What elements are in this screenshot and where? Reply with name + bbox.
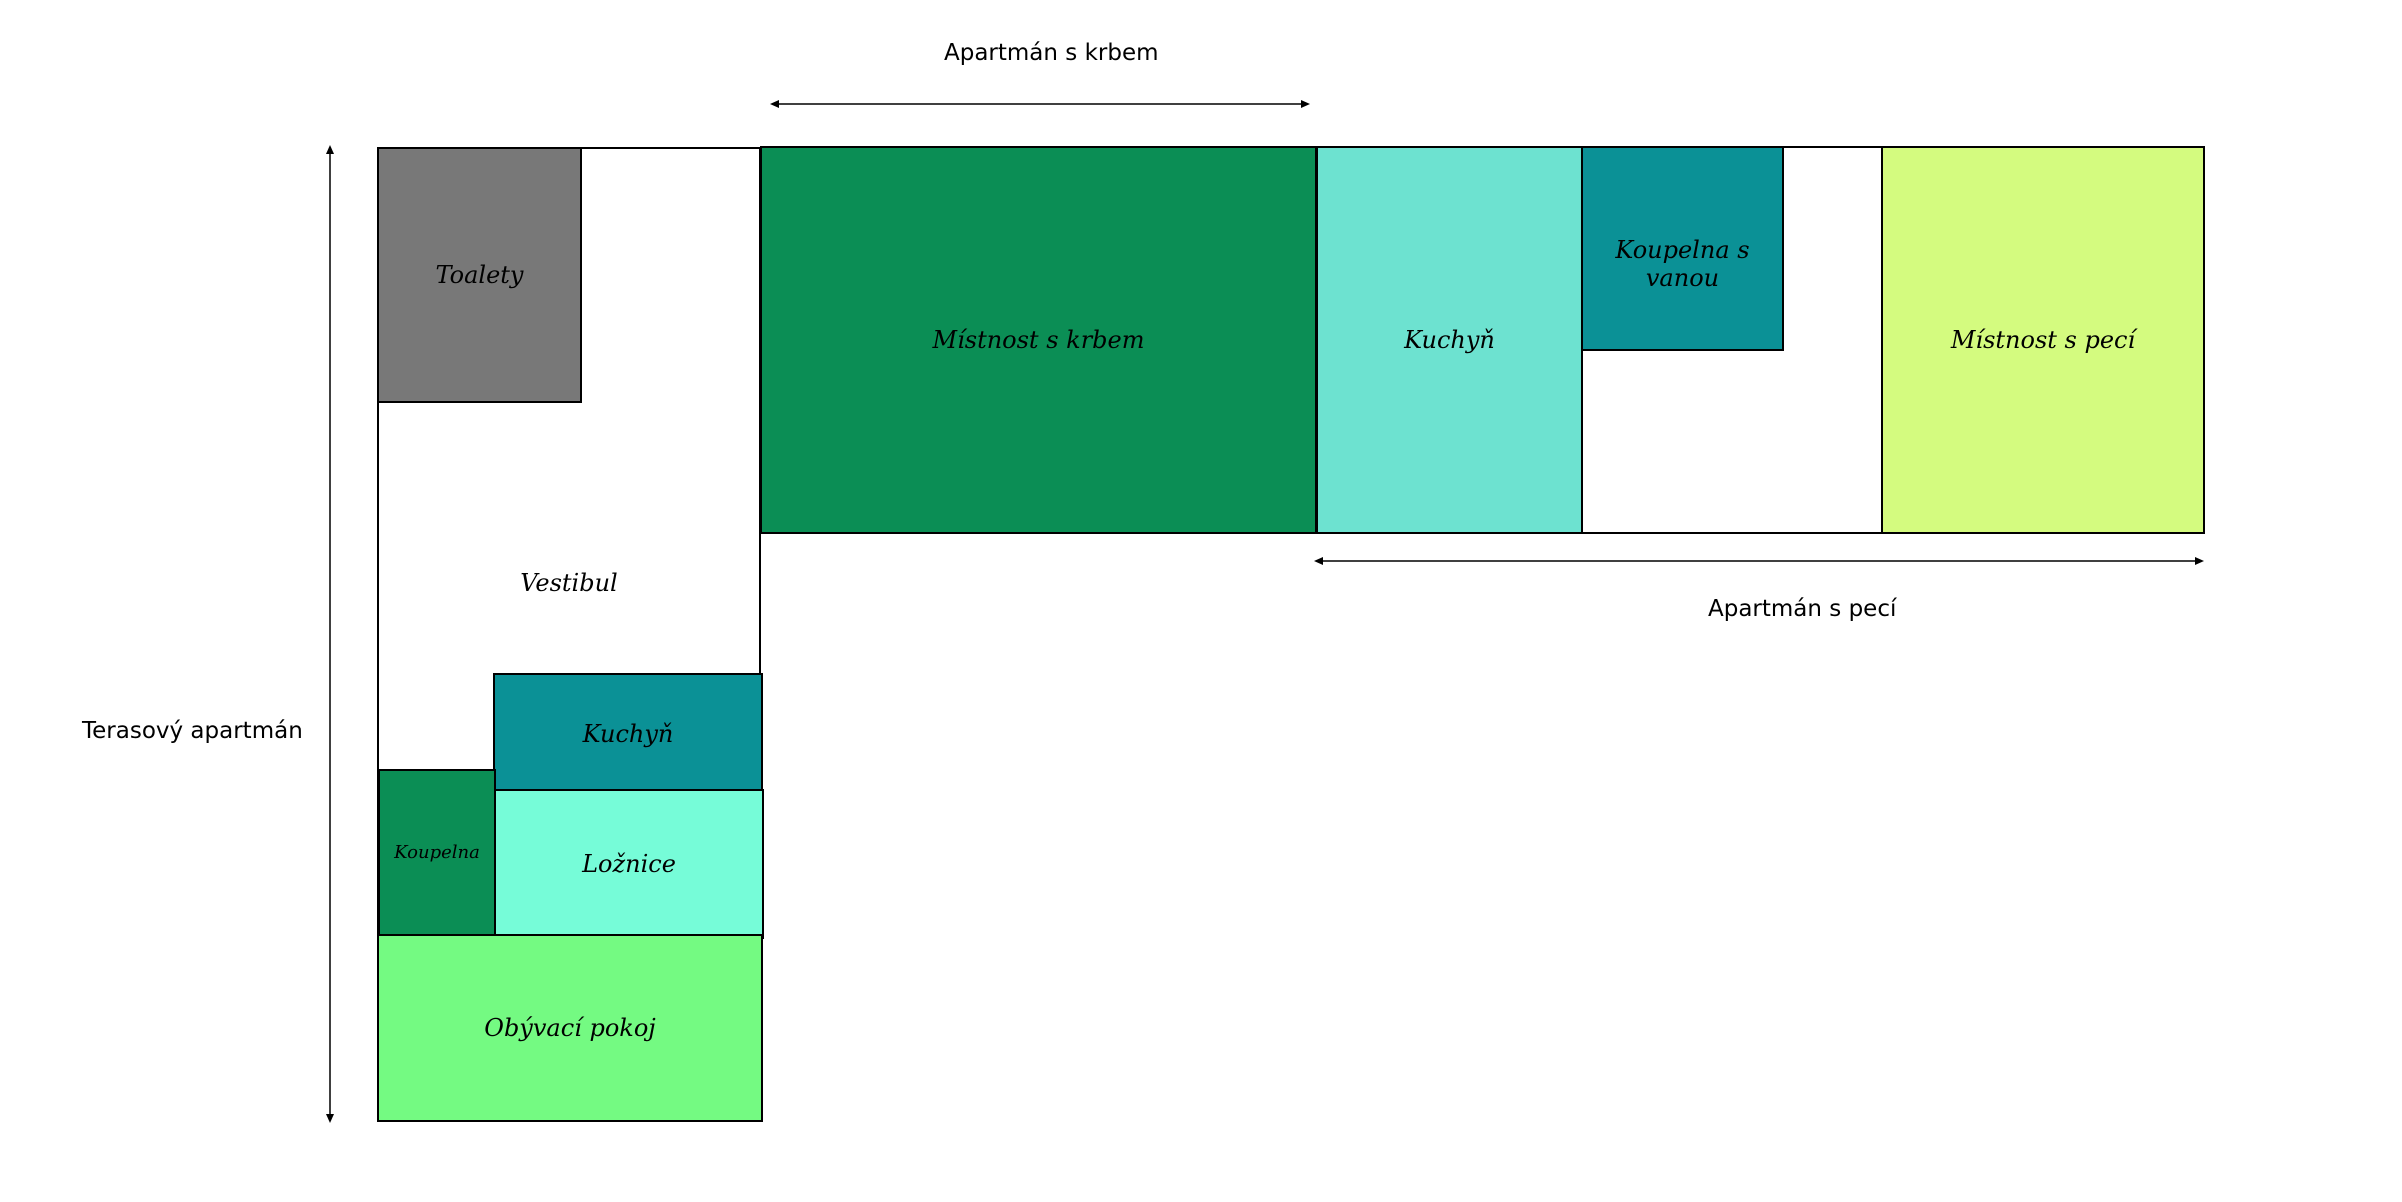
group-label-terrace-apartment: Terasový apartmán (82, 718, 303, 744)
room-koupelna-s-vanou-label: Koupelna s vanou (1615, 236, 1750, 292)
terrace-span-arrow (326, 145, 334, 1123)
room-mistnost-s-krbem-label: Místnost s krbem (932, 326, 1145, 354)
group-label-fireplace-apartment: Apartmán s krbem (944, 40, 1159, 66)
stove-span-arrow (1314, 557, 2204, 565)
room-obyvaci-pokoj-label: Obývací pokoj (484, 1014, 656, 1042)
room-kuchyn-terrace: Kuchyň (493, 673, 763, 794)
room-vestibul-label: Vestibul (520, 569, 618, 597)
room-mistnost-s-peci-label: Místnost s pecí (1950, 326, 2136, 354)
room-mistnost-s-peci: Místnost s pecí (1881, 146, 2205, 534)
room-koupelna-label: Koupelna (394, 842, 480, 863)
room-kuchyn-stove: Kuchyň (1316, 146, 1583, 534)
group-label-stove-apartment: Apartmán s pecí (1708, 596, 1897, 622)
room-mistnost-s-krbem: Místnost s krbem (760, 146, 1317, 534)
room-kuchyn-stove-label: Kuchyň (1404, 326, 1495, 354)
room-toalety-label: Toalety (435, 261, 524, 289)
fireplace-span-arrow (770, 100, 1310, 108)
room-loznice-label: Ložnice (582, 850, 676, 878)
room-kuchyn-terrace-label: Kuchyň (582, 719, 674, 748)
room-koupelna: Koupelna (378, 769, 496, 936)
room-koupelna-s-vanou: Koupelna s vanou (1581, 146, 1784, 351)
room-loznice: Ložnice (494, 789, 764, 939)
room-obyvaci-pokoj: Obývací pokoj (377, 934, 763, 1122)
room-toalety: Toalety (377, 147, 582, 403)
